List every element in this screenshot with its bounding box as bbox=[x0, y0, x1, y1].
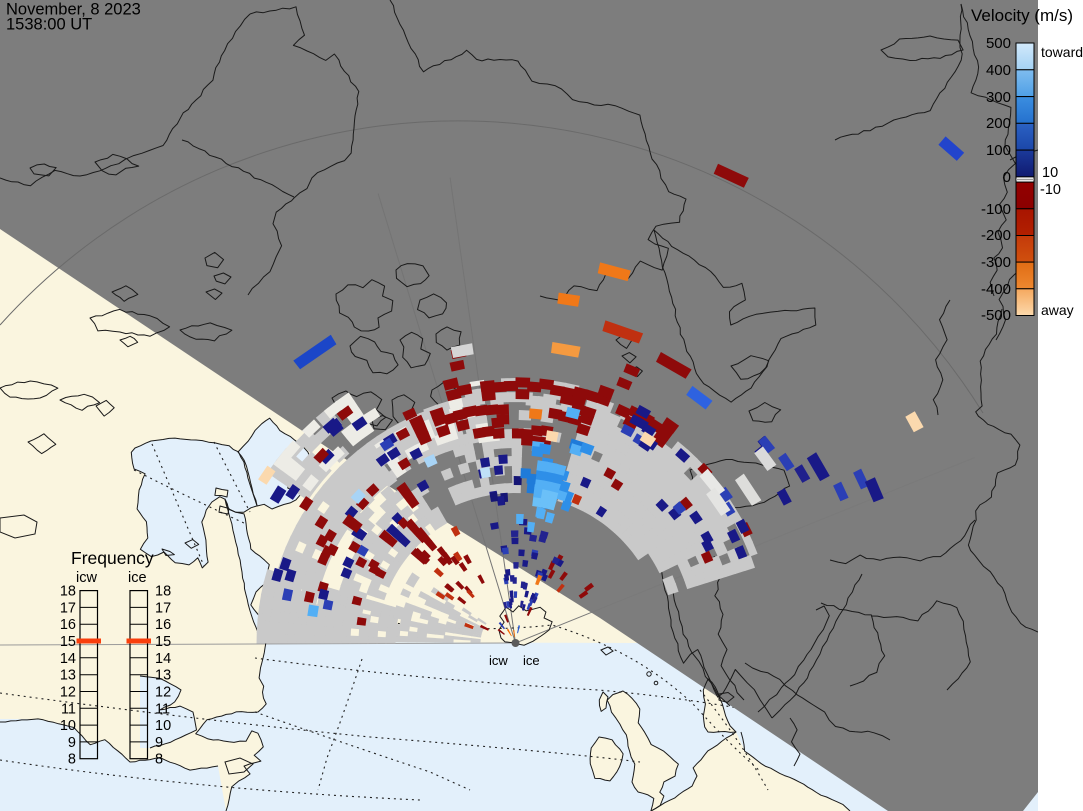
svg-text:10: 10 bbox=[60, 718, 76, 734]
svg-text:-100: -100 bbox=[981, 201, 1011, 218]
svg-text:200: 200 bbox=[986, 115, 1011, 132]
svg-text:0: 0 bbox=[1003, 169, 1011, 186]
svg-text:9: 9 bbox=[68, 735, 76, 751]
svg-text:-10: -10 bbox=[1040, 182, 1061, 198]
svg-text:away: away bbox=[1041, 302, 1074, 318]
svg-text:-500: -500 bbox=[981, 307, 1011, 324]
svg-text:18: 18 bbox=[155, 584, 171, 600]
svg-text:-400: -400 bbox=[981, 281, 1011, 298]
svg-text:14: 14 bbox=[60, 651, 76, 667]
svg-text:13: 13 bbox=[155, 668, 171, 684]
svg-text:icw: icw bbox=[489, 653, 508, 668]
svg-text:17: 17 bbox=[60, 600, 76, 616]
svg-text:17: 17 bbox=[155, 600, 171, 616]
svg-text:11: 11 bbox=[61, 701, 76, 717]
svg-text:12: 12 bbox=[155, 685, 171, 701]
svg-text:15: 15 bbox=[60, 634, 76, 650]
svg-text:10: 10 bbox=[1042, 165, 1058, 181]
svg-text:icw: icw bbox=[76, 570, 97, 586]
svg-text:11: 11 bbox=[155, 701, 170, 717]
svg-text:13: 13 bbox=[60, 668, 76, 684]
svg-text:Frequency: Frequency bbox=[71, 548, 154, 568]
svg-text:400: 400 bbox=[986, 62, 1011, 79]
svg-text:Velocity (m/s): Velocity (m/s) bbox=[971, 6, 1073, 25]
svg-text:1538:00 UT: 1538:00 UT bbox=[6, 16, 92, 34]
svg-text:100: 100 bbox=[986, 142, 1011, 159]
svg-text:14: 14 bbox=[155, 651, 171, 667]
svg-text:-200: -200 bbox=[981, 227, 1011, 244]
svg-text:ice: ice bbox=[128, 570, 147, 586]
svg-text:16: 16 bbox=[155, 617, 171, 633]
svg-text:300: 300 bbox=[986, 89, 1011, 106]
svg-text:-300: -300 bbox=[981, 254, 1011, 271]
svg-text:November, 8 2023: November, 8 2023 bbox=[6, 1, 141, 19]
svg-text:15: 15 bbox=[155, 634, 171, 650]
svg-text:16: 16 bbox=[60, 617, 76, 633]
svg-text:12: 12 bbox=[60, 685, 76, 701]
svg-text:10: 10 bbox=[155, 718, 171, 734]
svg-text:toward: toward bbox=[1041, 44, 1083, 60]
svg-text:8: 8 bbox=[68, 752, 76, 768]
svg-text:8: 8 bbox=[155, 752, 163, 768]
svg-text:ice: ice bbox=[523, 653, 540, 668]
svg-text:500: 500 bbox=[986, 35, 1011, 52]
svg-text:9: 9 bbox=[155, 735, 163, 751]
svg-text:18: 18 bbox=[60, 584, 76, 600]
